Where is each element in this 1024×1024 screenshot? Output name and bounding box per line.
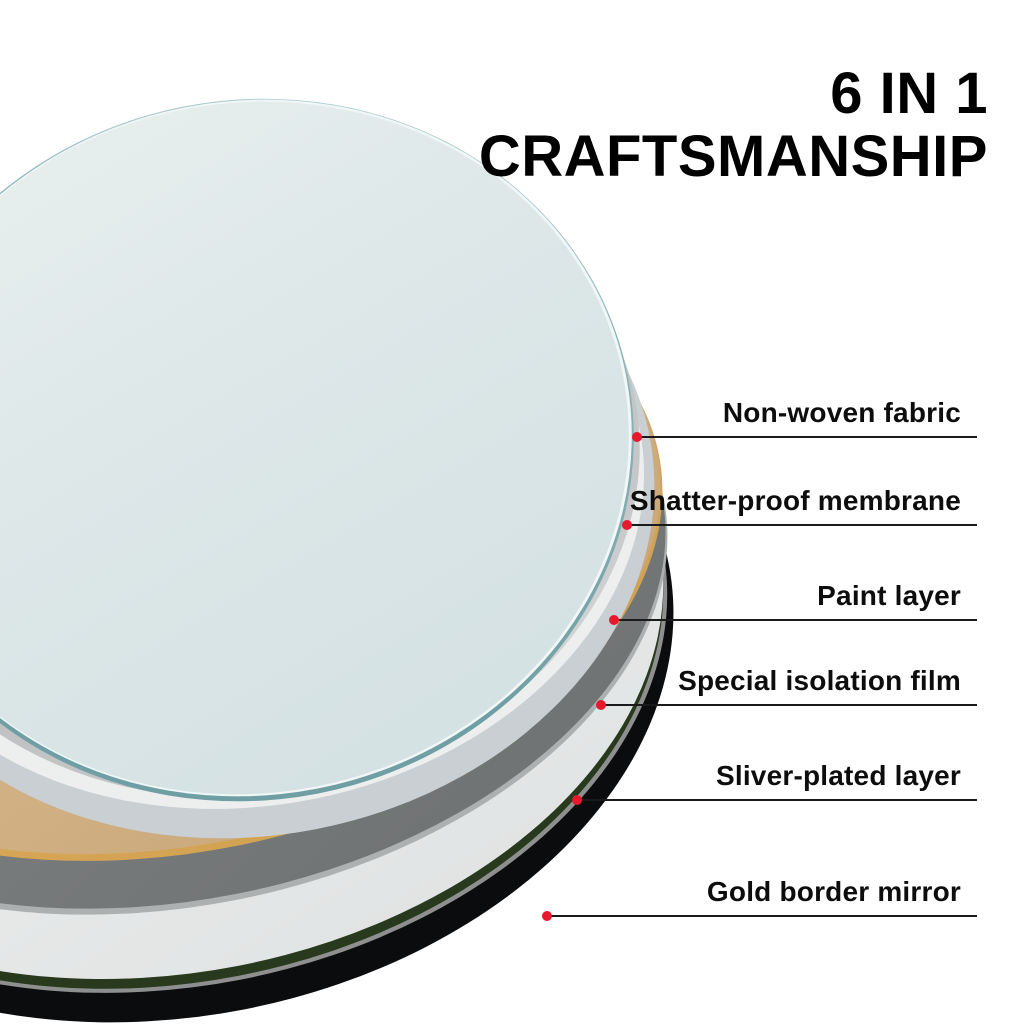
- callout-dot: [622, 520, 632, 530]
- callout-sliver-plated-layer: Sliver-plated layer: [572, 760, 977, 805]
- callout-label: Special isolation film: [678, 665, 961, 696]
- callout-dot: [596, 700, 606, 710]
- callout-dot: [632, 432, 642, 442]
- title-line-2: CRAFTSMANSHIP: [478, 124, 988, 189]
- callout-dot: [542, 911, 552, 921]
- page-title: 6 IN 1 CRAFTSMANSHIP: [479, 62, 988, 188]
- callout-label: Shatter-proof membrane: [629, 485, 961, 516]
- callout-label: Non-woven fabric: [722, 397, 961, 428]
- callout-paint-layer: Paint layer: [609, 580, 977, 625]
- callout-label: Sliver-plated layer: [715, 760, 961, 791]
- callout-label: Gold border mirror: [706, 876, 961, 907]
- callout-non-woven-fabric: Non-woven fabric: [632, 397, 977, 442]
- callout-dot: [572, 795, 582, 805]
- callout-special-isolation-film: Special isolation film: [596, 665, 977, 710]
- callout-dot: [609, 615, 619, 625]
- callout-shatter-proof-membrane: Shatter-proof membrane: [622, 485, 977, 530]
- callout-label: Paint layer: [817, 580, 961, 611]
- title-line-1: 6 IN 1: [830, 61, 988, 126]
- callout-gold-border-mirror: Gold border mirror: [542, 876, 977, 921]
